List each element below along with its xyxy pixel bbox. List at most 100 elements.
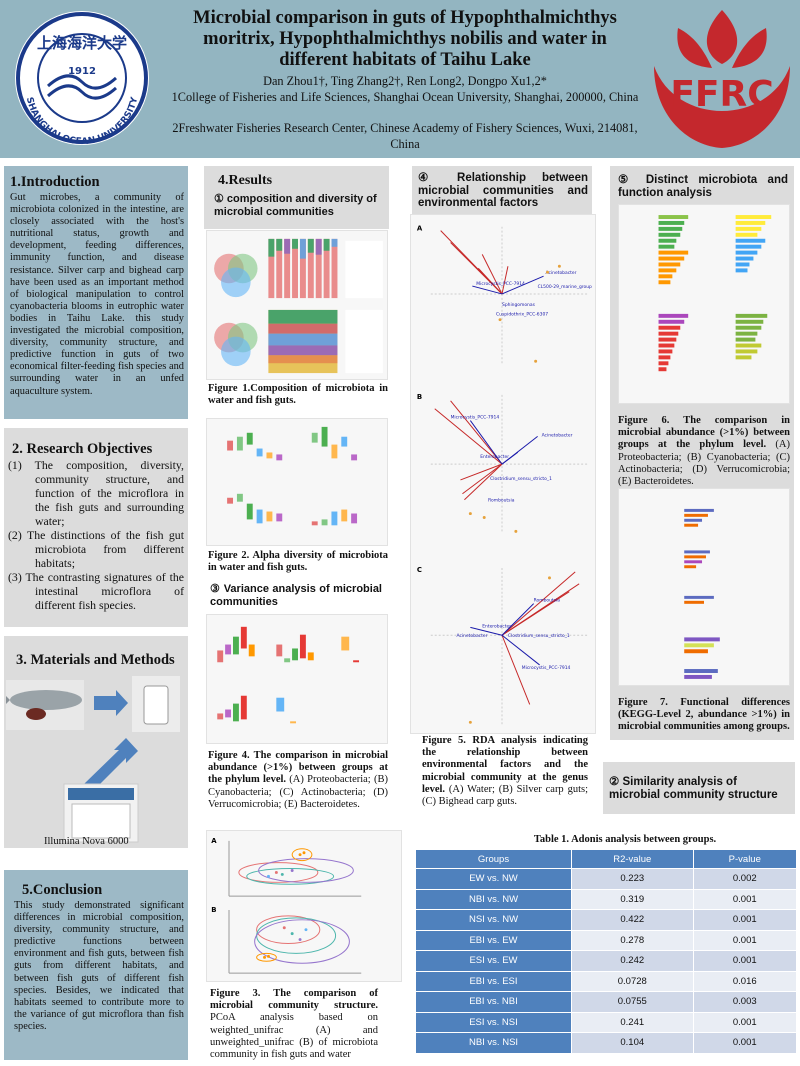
ffrc-logo: FFRC <box>654 10 790 148</box>
figure-5-caption-detail: (A) Water; (B) Silver carp guts; (C) Big… <box>422 783 588 808</box>
svg-text:B: B <box>211 906 216 914</box>
methods-heading: 3. Materials and Methods <box>16 652 175 668</box>
introduction-panel: 1.Introduction Gut microbes, a community… <box>4 166 188 419</box>
column-header-groups: Groups <box>415 849 572 869</box>
svg-text:A: A <box>211 837 217 845</box>
objectives-panel: 2. Research Objectives (1) The compositi… <box>4 428 188 627</box>
objectives-list: (1) The composition, diversity, communit… <box>8 458 184 612</box>
figure-1-image <box>206 230 388 380</box>
rda-heading-panel: ④ Relationship between microbial communi… <box>412 166 592 214</box>
table-cell: 0.001 <box>692 1011 798 1033</box>
svg-text:Microcystis_PCC-7914: Microcystis_PCC-7914 <box>476 281 525 287</box>
conclusion-panel: 5.Conclusion This study demonstrated sig… <box>4 870 188 1060</box>
table-cell: 0.0728 <box>571 970 694 992</box>
conclusion-text: This study demonstrated significant diff… <box>14 900 184 1032</box>
ffrc-logo-text: FFRC <box>670 74 773 115</box>
table-cell: 0.422 <box>571 909 694 931</box>
methods-workflow-diagram <box>6 676 180 843</box>
figure-7-caption: Figure 7. Functional differences (KEGG-L… <box>618 697 790 733</box>
table-header-row: Groups R2-value P-value <box>415 849 798 869</box>
svg-text:Acinetobacter: Acinetobacter <box>546 270 577 276</box>
logo-chinese-text: 上海海洋大学 <box>37 34 127 52</box>
table-row: EW vs. NW 0.223 0.002 <box>415 868 798 890</box>
svg-text:Acinetobacter: Acinetobacter <box>542 432 573 438</box>
figure-4-caption-detail: (A) Proteobacteria; (B) Cyanobacteria; (… <box>208 774 388 810</box>
table-cell: ESI vs. EW <box>415 950 572 972</box>
results-subheading-3: ③ Variance analysis of microbial communi… <box>210 583 382 608</box>
rda-panel-c: C Acinetobacter Enterobacter Romboutsia … <box>417 566 590 727</box>
table-cell: NBI vs. NSI <box>415 1032 572 1054</box>
table-row: ESI vs. NSI 0.241 0.001 <box>415 1011 798 1033</box>
table-cell: 0.278 <box>571 929 694 951</box>
table-cell: 0.0755 <box>571 991 694 1013</box>
table-row: EBI vs. NBI 0.0755 0.003 <box>415 991 798 1013</box>
table-cell: 0.003 <box>692 991 798 1013</box>
table-row: NSI vs. NW 0.422 0.001 <box>415 909 798 931</box>
objective-item: (2) The distinctions of the fish gut mic… <box>8 528 184 570</box>
figure-7-image <box>618 488 790 686</box>
svg-text:A: A <box>417 225 423 233</box>
table-1-caption: Table 1. Adonis analysis between groups. <box>533 834 717 845</box>
svg-text:Acinetobacter: Acinetobacter <box>457 633 488 639</box>
adonis-table: Groups R2-value P-value EW vs. NW 0.223 0.… <box>415 849 798 1054</box>
affiliation-1: 1College of Fisheries and Life Sciences,… <box>171 90 639 104</box>
similarity-heading-panel: ② Similarity analysis of microbial commu… <box>603 762 795 814</box>
svg-text:Clostridium_sensu_stricto_1: Clostridium_sensu_stricto_1 <box>508 633 570 639</box>
sequencer-label: Illumina Nova 6000 <box>44 836 129 847</box>
figure-6-caption-bold: Figure 6. The comparison in microbial ab… <box>618 415 790 451</box>
objective-item: (3) The contrasting signatures of the in… <box>8 570 184 612</box>
figure-5-caption-bold: Figure 5. RDA analysis indicating the re… <box>422 735 588 795</box>
table-cell: 0.002 <box>692 868 798 890</box>
svg-text:Enterobacter: Enterobacter <box>482 623 511 629</box>
table-cell: NSI vs. NW <box>415 909 572 931</box>
figure-4-caption: Figure 4. The comparison in microbial ab… <box>208 750 388 811</box>
table-cell: 0.001 <box>692 888 798 910</box>
table-cell: 0.241 <box>571 1011 694 1033</box>
introduction-heading: 1.Introduction <box>10 174 100 190</box>
column-header-r2: R2-value <box>571 849 694 869</box>
column-header-p: P-value <box>692 849 798 869</box>
table-cell: 0.001 <box>692 950 798 972</box>
table-row: NBI vs. NSI 0.104 0.001 <box>415 1032 798 1054</box>
table-row: EBI vs. ESI 0.0728 0.016 <box>415 970 798 992</box>
table-cell: EBI vs. EW <box>415 929 572 951</box>
objective-item: (1) The composition, diversity, communit… <box>8 458 184 528</box>
fish-image <box>10 690 82 710</box>
table-row: ESI vs. EW 0.242 0.001 <box>415 950 798 972</box>
figure-3-caption-detail: PCoA analysis based on weighted_unifrac … <box>210 1012 378 1061</box>
svg-text:B: B <box>417 393 422 401</box>
figure-6-caption-detail: (A) Proteobacteria; (B) Cyanobacteria; (… <box>618 439 790 488</box>
table-cell: NBI vs. NW <box>415 888 572 910</box>
results-heading: 4.Results <box>218 173 273 188</box>
rda-panel-a: A Microcystis_PCC-7914 Acinetobacter CL5… <box>417 225 592 366</box>
figure-3-pcoa-image: A B <box>206 830 402 982</box>
results-heading-panel: 4.Results ① composition and diversity of… <box>204 166 389 229</box>
table-row: EBI vs. EW 0.278 0.001 <box>415 929 798 951</box>
table-cell: EBI vs. ESI <box>415 970 572 992</box>
affiliation-2: 2Freshwater Fisheries Research Center, C… <box>172 121 638 151</box>
arrow-down-left-icon <box>84 738 138 792</box>
figure-6-caption: Figure 6. The comparison in microbial ab… <box>618 415 790 488</box>
arrow-right-icon <box>94 690 128 716</box>
figure-5-rda-plots: A Microcystis_PCC-7914 Acinetobacter CL5… <box>410 214 596 734</box>
figure-4-caption-bold: Figure 4. The comparison in microbial ab… <box>208 750 388 786</box>
svg-text:C: C <box>417 566 422 574</box>
similarity-heading: ② Similarity analysis of microbial commu… <box>609 776 778 801</box>
figure-4-image <box>206 614 388 744</box>
poster-title: Microbial comparison in guts of Hypophth… <box>193 8 617 70</box>
table-cell: EBI vs. NBI <box>415 991 572 1013</box>
table-cell: 0.104 <box>571 1032 694 1054</box>
svg-text:Clostridium_sensu_stricto_1: Clostridium_sensu_stricto_1 <box>490 476 552 482</box>
distinct-heading: ⑤ Distinct microbiota and function analy… <box>618 174 788 199</box>
table-cell: ESI vs. NSI <box>415 1011 572 1033</box>
svg-text:Microcystis_PCC-7914: Microcystis_PCC-7914 <box>451 415 500 421</box>
figure-1-caption: Figure 1.Composition of microbiota in wa… <box>208 383 388 407</box>
table-cell: 0.001 <box>692 909 798 931</box>
svg-text:Romboutsia: Romboutsia <box>534 598 561 604</box>
table-cell: 0.016 <box>692 970 798 992</box>
svg-text:CL500-29_marine_group: CL500-29_marine_group <box>538 284 592 290</box>
table-cell: 0.319 <box>571 888 694 910</box>
svg-text:Sphingomonas: Sphingomonas <box>502 302 536 308</box>
introduction-text: Gut microbes, a community of microbiota … <box>10 192 184 397</box>
figure-5-caption: Figure 5. RDA analysis indicating the re… <box>422 735 588 808</box>
